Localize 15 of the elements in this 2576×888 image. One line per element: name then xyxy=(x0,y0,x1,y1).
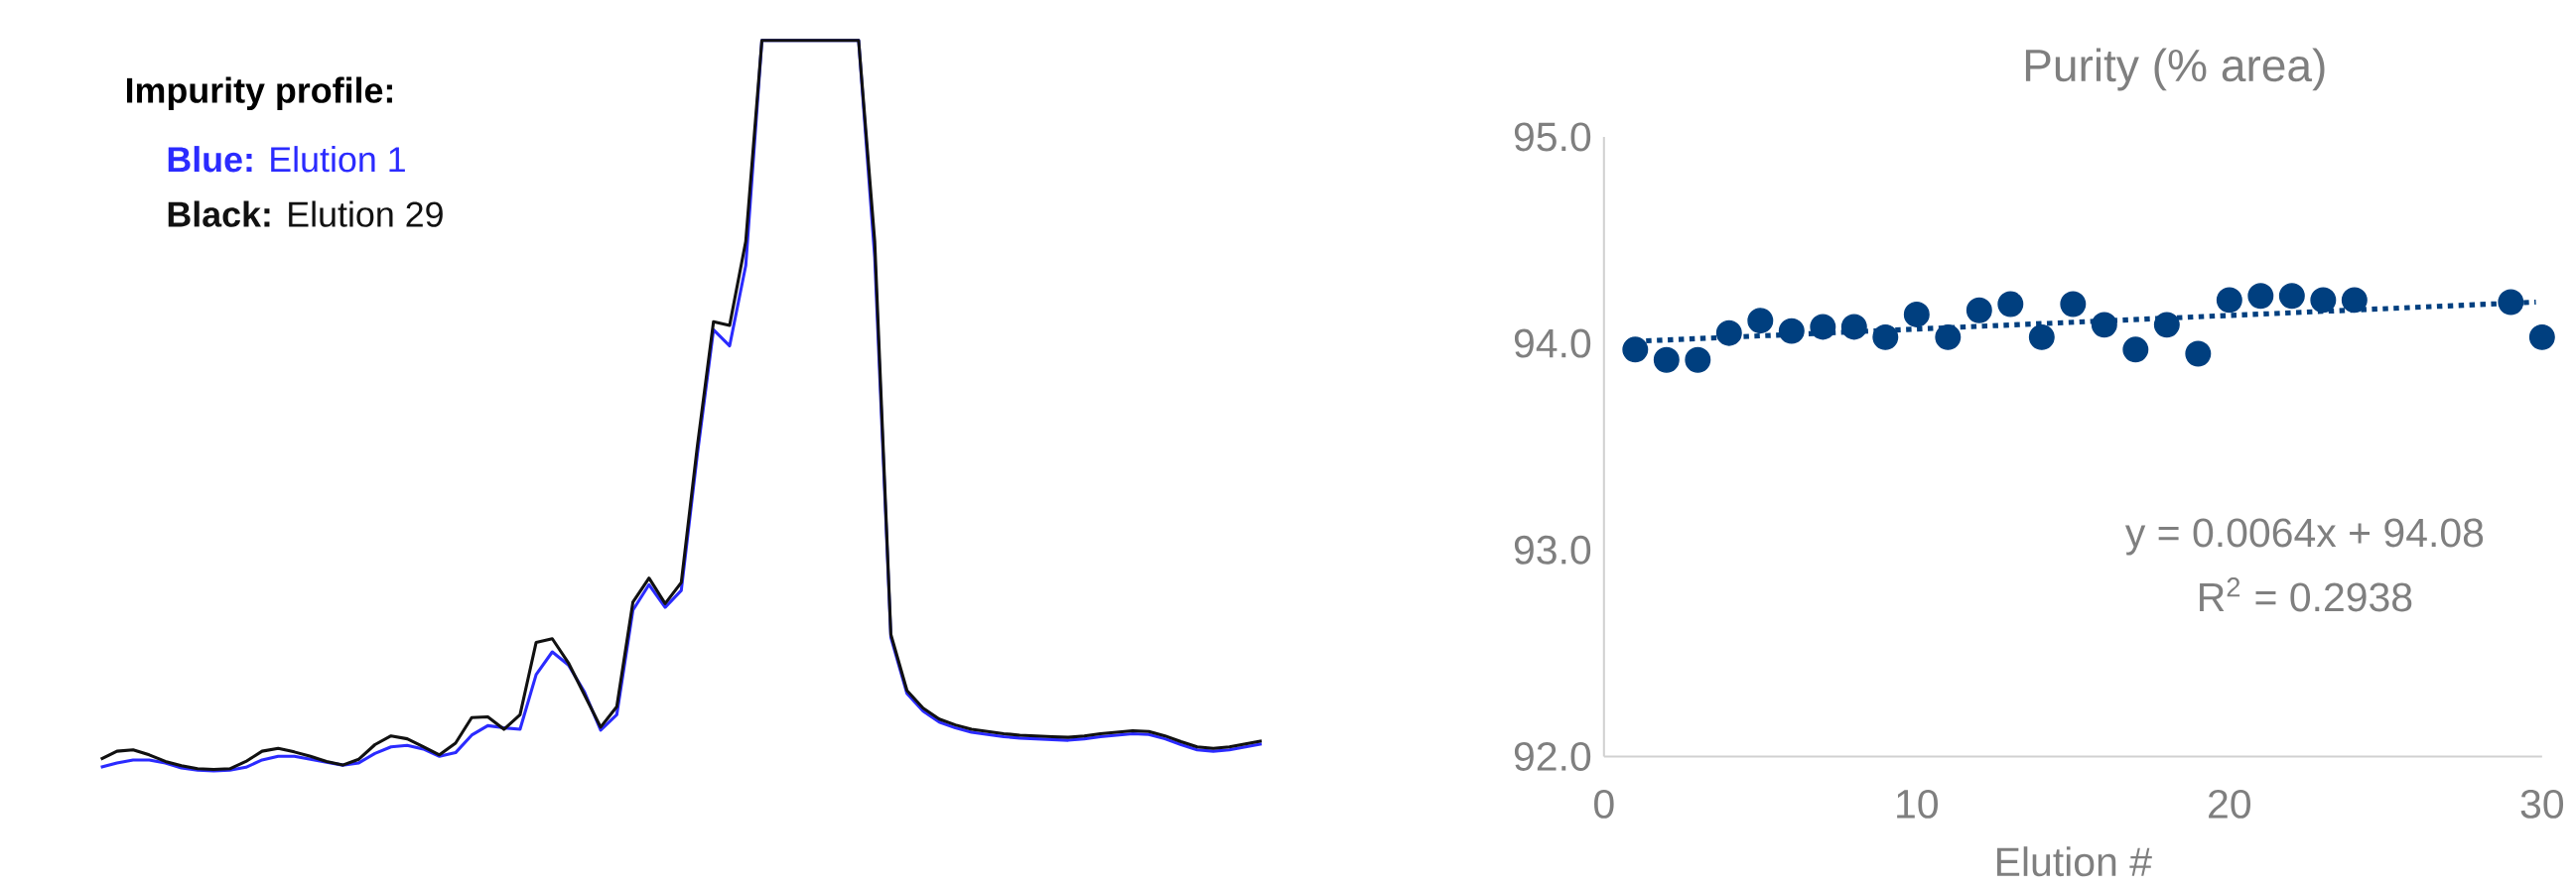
y-tick-label: 93.0 xyxy=(1514,535,1591,565)
y-tick-label: 95.0 xyxy=(1514,122,1591,152)
y-tick-label: 94.0 xyxy=(1514,328,1591,358)
x-tick-label: 30 xyxy=(2520,790,2564,820)
x-tick-label: 20 xyxy=(2209,790,2251,820)
x-axis-title: Elution # xyxy=(1996,846,2152,877)
y-tick-label: 92.0 xyxy=(1514,742,1591,772)
chart-title: Purity (% area) xyxy=(2025,48,2325,91)
x-tick-label: 0 xyxy=(1594,790,1614,820)
annotation: Blue: Elution 1 xyxy=(168,146,405,173)
annotation: Black: Elution 29 xyxy=(168,200,443,227)
annotation: y = 0.0064x + 94.08 xyxy=(2124,518,2484,556)
text: Impurity profile: xyxy=(127,76,392,111)
annotation: R$^{2}$ = 0.2938 xyxy=(2200,577,2412,612)
x-tick-label: 10 xyxy=(1897,790,1939,820)
